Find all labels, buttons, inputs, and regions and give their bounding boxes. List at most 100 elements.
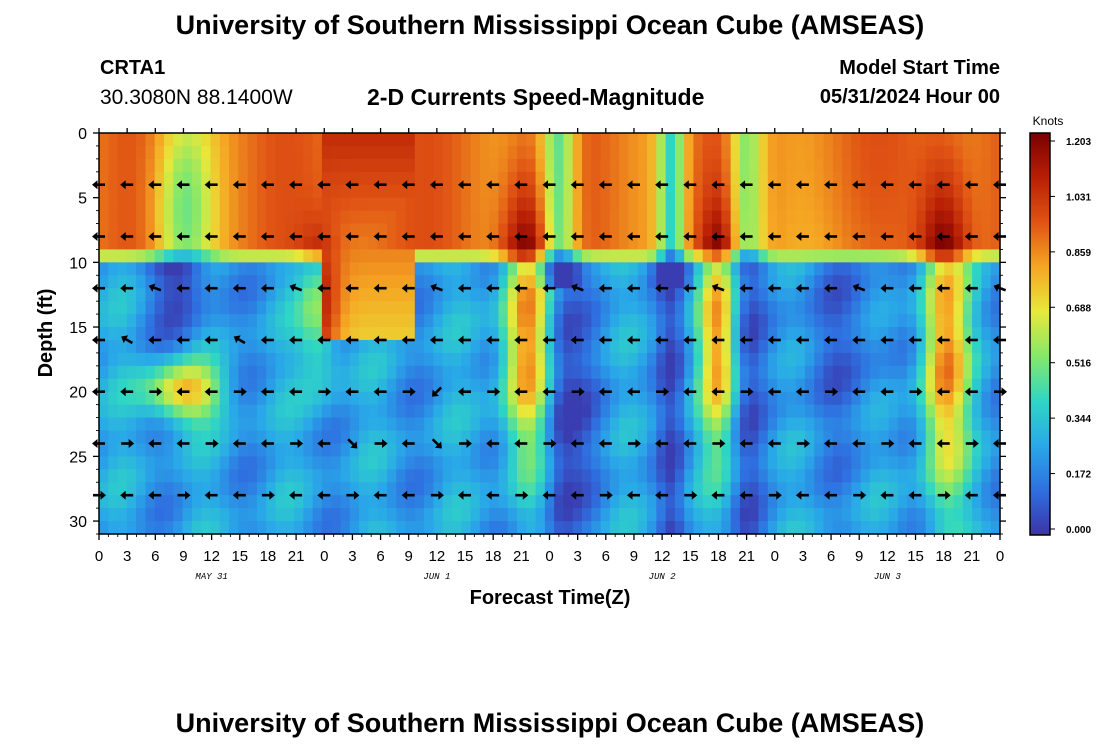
heatmap-cell (340, 495, 351, 509)
current-vector-arrow (570, 180, 584, 190)
x-tick-label: 15 (682, 548, 699, 565)
heatmap-cell (721, 391, 732, 406)
heatmap-cell (294, 417, 304, 432)
heatmap-cell (451, 495, 462, 509)
heatmap-cell (507, 417, 518, 432)
heatmap-cell (572, 314, 583, 328)
heatmap-cell (869, 391, 880, 406)
heatmap-cell (377, 184, 388, 199)
heatmap-cell (804, 508, 815, 522)
heatmap-cell (944, 443, 955, 457)
heatmap-cell (238, 171, 249, 186)
heatmap-cell (962, 456, 973, 470)
heatmap-cell (628, 456, 639, 470)
heatmap-cell (405, 210, 416, 225)
heatmap-cell (823, 236, 834, 251)
heatmap-cell (284, 288, 295, 302)
heatmap-cell (256, 249, 267, 263)
heatmap-cell (247, 288, 258, 302)
heatmap-cell (814, 339, 825, 354)
heatmap-cell (321, 184, 332, 199)
heatmap-cell (888, 158, 899, 173)
heatmap-cell (609, 521, 620, 535)
heatmap-cell (498, 223, 509, 238)
heatmap-cell (136, 443, 147, 457)
heatmap-cell (238, 197, 249, 212)
heatmap-cell (674, 301, 685, 315)
heatmap-cell (275, 171, 286, 186)
heatmap-cell (656, 495, 667, 509)
heatmap-cell (145, 443, 156, 457)
heatmap-cell (767, 275, 778, 289)
heatmap-cell (628, 352, 639, 367)
current-vector-arrow (711, 387, 725, 397)
heatmap-cell (386, 197, 397, 212)
heatmap-cell (628, 495, 639, 509)
heatmap-cell (544, 249, 555, 263)
heatmap-cell (284, 275, 295, 289)
heatmap-cell (944, 249, 955, 263)
heatmap-cell (563, 145, 574, 160)
heatmap-cell (953, 495, 964, 509)
heatmap-cell (516, 430, 527, 445)
heatmap-cell (563, 521, 574, 535)
heatmap-cell (201, 327, 212, 341)
heatmap-cell (693, 417, 704, 432)
heatmap-cell (182, 430, 193, 445)
heatmap-cell (275, 262, 286, 276)
current-vector-arrow (683, 335, 697, 345)
heatmap-cell (879, 133, 890, 147)
heatmap-cell (684, 469, 695, 483)
heatmap-cell (461, 417, 472, 432)
heatmap-cell (647, 288, 657, 302)
heatmap-cell (377, 275, 388, 289)
heatmap-cell (219, 184, 230, 199)
heatmap-cell (331, 339, 342, 354)
heatmap-cell (953, 314, 964, 328)
heatmap-cell (535, 508, 546, 522)
heatmap-cell (470, 262, 481, 276)
heatmap-cell (340, 158, 351, 173)
heatmap-cell (99, 417, 109, 432)
heatmap-cell (340, 223, 351, 238)
heatmap-cell (312, 314, 323, 328)
heatmap-cell (256, 521, 267, 535)
heatmap-cell (665, 365, 676, 380)
heatmap-cell (396, 301, 407, 315)
heatmap-cell (210, 365, 221, 380)
heatmap-cell (981, 184, 992, 199)
heatmap-cell (860, 210, 871, 225)
heatmap-cell (981, 521, 992, 535)
heatmap-cell (99, 288, 109, 302)
heatmap-cell (814, 469, 825, 483)
heatmap-cell (256, 197, 267, 212)
heatmap-cell (702, 301, 713, 315)
heatmap-cell (916, 184, 927, 199)
current-vector-arrow (542, 490, 556, 500)
heatmap-cell (712, 158, 722, 173)
heatmap-cell (907, 184, 917, 199)
heatmap-cell (191, 352, 202, 367)
heatmap-cell (972, 352, 983, 367)
heatmap-cell (563, 223, 574, 238)
heatmap-cell (256, 158, 267, 173)
heatmap-cell (647, 339, 657, 354)
heatmap-cell (368, 495, 379, 509)
heatmap-cell (842, 404, 852, 419)
current-vector-arrow (684, 490, 698, 500)
current-vector-arrow (767, 387, 781, 397)
heatmap-cell (981, 469, 992, 483)
heatmap-cell (312, 210, 323, 225)
heatmap-cell (582, 314, 592, 328)
heatmap-cell (377, 158, 388, 173)
heatmap-cell (108, 158, 119, 173)
heatmap-cell (860, 327, 871, 341)
heatmap-cell (275, 145, 286, 160)
heatmap-cell (860, 301, 871, 315)
heatmap-cell (609, 262, 620, 276)
current-vector-arrow (909, 387, 923, 397)
heatmap-cell (916, 365, 927, 380)
current-vector-arrow (402, 387, 416, 397)
heatmap-cell (879, 352, 890, 367)
heatmap-cell (479, 275, 490, 289)
